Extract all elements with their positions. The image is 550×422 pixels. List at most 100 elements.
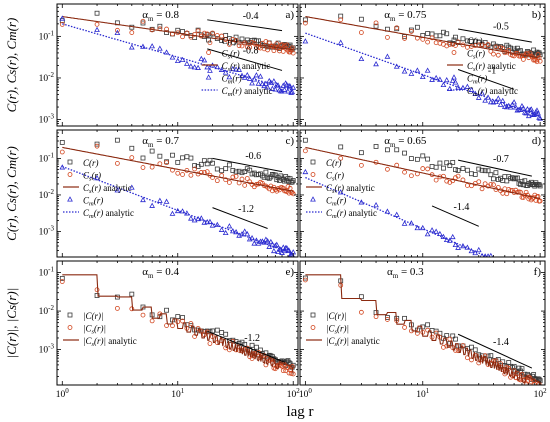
marker-triangle [414, 67, 421, 73]
marker-square [338, 144, 344, 150]
legend-label: C(r) [83, 158, 99, 168]
marker-circle [425, 39, 431, 45]
marker-triangle [429, 76, 435, 82]
marker-circle [192, 166, 198, 172]
marker-circle [207, 341, 213, 346]
marker-triangle [452, 241, 459, 248]
legend-marker [206, 50, 212, 55]
marker-square [453, 167, 458, 173]
marker-triangle [233, 66, 239, 72]
y-tick-label: 10-2 [39, 71, 55, 84]
legend-marker [310, 312, 316, 318]
marker-square [482, 168, 488, 174]
axes-frame [56, 129, 299, 258]
marker-circle [244, 176, 250, 181]
marker-square [164, 307, 169, 313]
marker-circle [59, 149, 65, 155]
series-line [305, 176, 490, 257]
marker-triangle [449, 77, 456, 83]
marker-triangle [437, 230, 443, 237]
marker-circle [358, 30, 364, 35]
marker-triangle [275, 82, 281, 88]
marker-circle [214, 33, 220, 38]
marker-circle [280, 48, 286, 54]
slope-guide-line [431, 205, 479, 227]
panel-tag: e) [285, 266, 294, 278]
marker-square [247, 167, 253, 173]
plot-area [59, 10, 297, 95]
marker-square [164, 30, 169, 35]
slope-label: -0.7 [493, 154, 509, 165]
marker-square [455, 168, 461, 173]
marker-triangle [424, 67, 431, 73]
marker-square [450, 333, 456, 339]
marker-circle [140, 312, 146, 318]
marker-triangle [246, 236, 253, 242]
marker-circle [500, 190, 506, 196]
legend-marker [206, 37, 212, 43]
marker-triangle [188, 215, 194, 221]
marker-triangle [264, 84, 271, 90]
marker-circle [537, 58, 543, 64]
alpha-label: αm = 0.4 [142, 266, 179, 280]
marker-square [180, 29, 185, 34]
marker-square [114, 137, 120, 143]
marker-triangle [280, 244, 287, 250]
marker-circle [274, 188, 280, 194]
marker-triangle [302, 38, 309, 44]
marker-square [198, 161, 204, 167]
marker-triangle [401, 68, 408, 74]
marker-circle [476, 179, 482, 185]
marker-triangle [523, 110, 530, 116]
marker-triangle [59, 15, 66, 21]
marker-triangle [289, 88, 296, 95]
marker-triangle [140, 196, 146, 203]
slope-guide-line [207, 48, 283, 71]
slope-guide-line [457, 333, 533, 369]
marker-square [239, 36, 245, 42]
marker-square [290, 362, 296, 368]
marker-circle [493, 44, 499, 50]
marker-triangle [468, 247, 475, 254]
alpha-label: αm = 0.65 [384, 135, 427, 149]
marker-circle [447, 336, 453, 342]
marker-circle [408, 29, 414, 34]
marker-triangle [460, 242, 466, 249]
marker-circle [338, 155, 344, 161]
marker-square [263, 169, 269, 175]
marker-square [358, 150, 364, 156]
marker-square [464, 167, 470, 173]
legend-label: |Cs(r)| analytic [83, 336, 137, 348]
marker-square [272, 172, 278, 178]
marker-circle [180, 34, 185, 40]
series-line [305, 32, 541, 117]
marker-square [223, 331, 229, 337]
slope-label: -1.2 [238, 204, 254, 215]
marker-triangle [236, 66, 242, 72]
marker-square [425, 31, 431, 36]
marker-square [519, 366, 525, 372]
panel-tag: c) [285, 135, 294, 147]
legend-label: Cs(r) analytic [467, 61, 516, 73]
marker-square [289, 179, 295, 185]
plot-area [59, 274, 296, 377]
marker-circle [358, 162, 364, 168]
marker-square [236, 168, 242, 174]
marker-triangle [156, 45, 163, 51]
marker-triangle [281, 86, 288, 92]
marker-circle [94, 287, 100, 293]
marker-circle [302, 148, 308, 154]
marker-triangle [283, 81, 290, 88]
marker-triangle [290, 84, 297, 90]
slope-guide-line [457, 159, 532, 177]
marker-square [149, 148, 155, 154]
marker-square [230, 168, 236, 173]
marker-square [488, 353, 494, 359]
marker-square [242, 169, 248, 174]
slope-label: -0.8 [243, 46, 259, 57]
marker-circle [491, 182, 496, 188]
marker-triangle [244, 72, 251, 78]
marker-circle [94, 21, 100, 27]
panel-tag: b) [532, 9, 542, 21]
